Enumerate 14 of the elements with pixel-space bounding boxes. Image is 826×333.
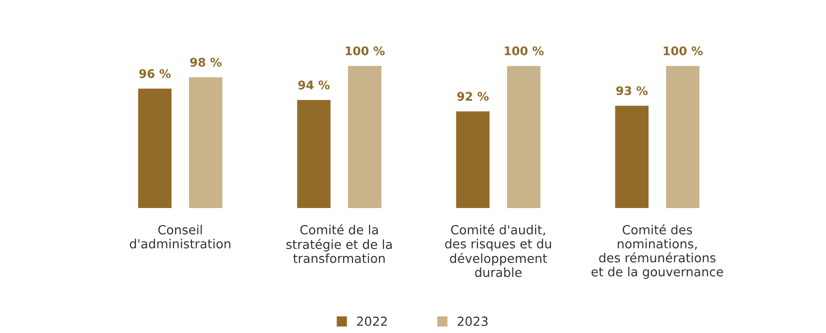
- data-label: 92 %: [457, 92, 489, 101]
- data-label: 100 %: [346, 46, 385, 56]
- data-label: 96 %: [139, 69, 171, 78]
- x-tick-label: Conseil d'administration: [130, 224, 230, 248]
- data-label: 93 %: [616, 86, 648, 96]
- data-label: 94 %: [298, 80, 330, 90]
- x-tick-label: Comité des nominations, des rémunérations et de la gouvernance: [592, 224, 724, 279]
- data-label: 98 %: [190, 58, 222, 67]
- legend-label: 2023: [458, 316, 488, 326]
- data-label: 100 %: [664, 46, 703, 56]
- legend-label: 2022: [357, 316, 387, 326]
- data-label: 100 %: [504, 46, 544, 56]
- x-tick-label: Comité de la stratégie et de la transformation: [286, 224, 392, 264]
- x-tick-label: Comité d'audit, des risques et du développement durable: [445, 224, 551, 278]
